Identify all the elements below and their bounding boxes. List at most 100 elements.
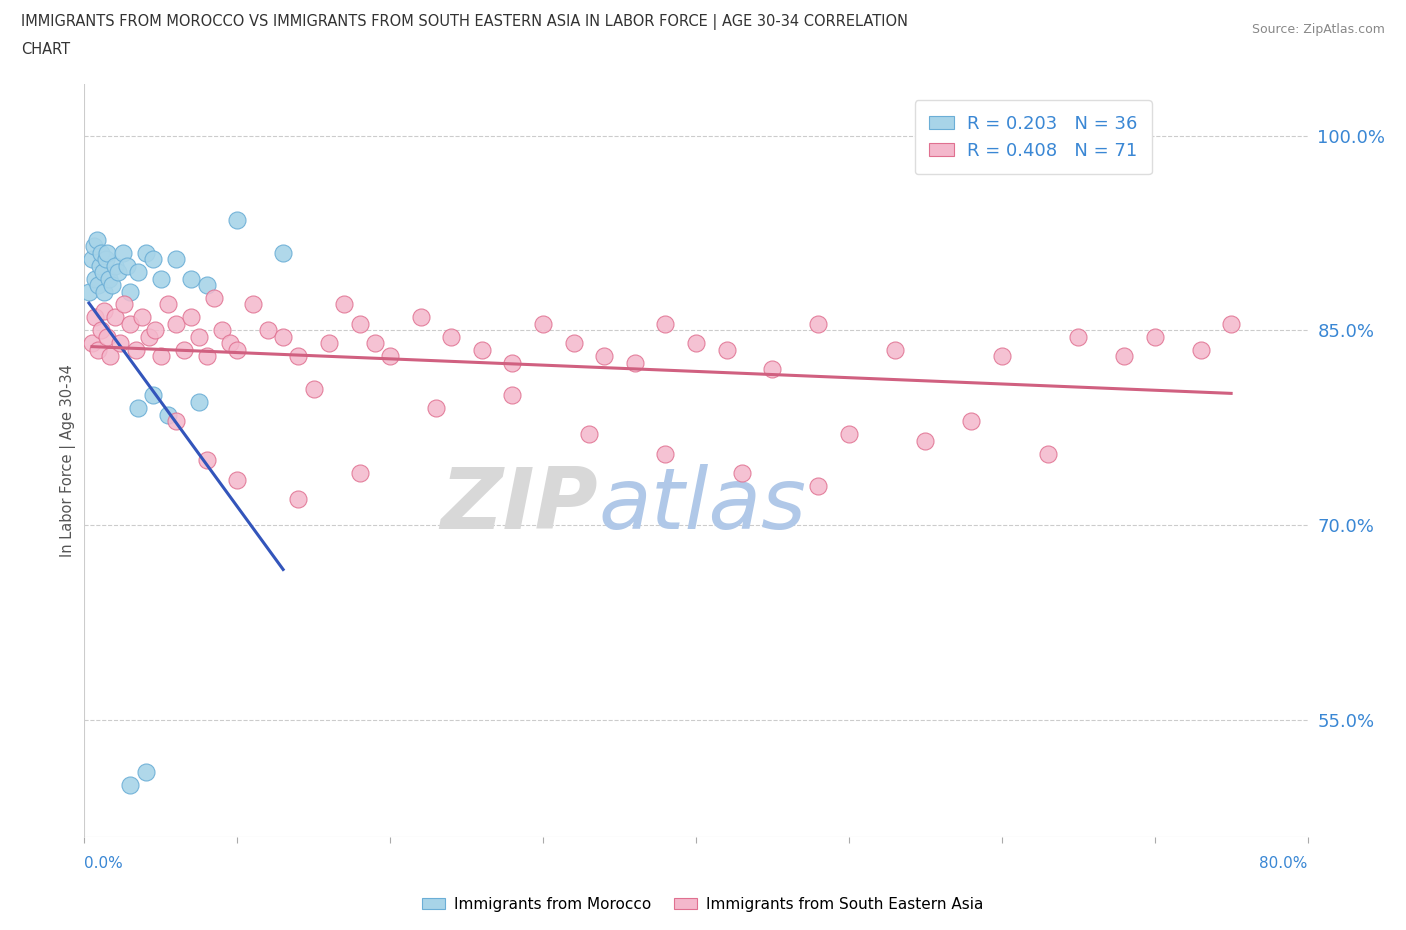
Point [94,252,117,267]
Point [120,777,142,792]
Point [271,246,294,260]
Point [218,336,240,351]
Point [195,453,218,468]
Text: CHART: CHART [21,42,70,57]
Point [838,427,860,442]
Point [127,265,149,280]
Point [991,349,1014,364]
Point [960,414,983,429]
Point [1143,329,1166,344]
Point [87,342,110,357]
Point [138,329,160,344]
Point [716,342,738,357]
Point [1067,329,1090,344]
Point [165,316,187,331]
Point [142,252,165,267]
Point [111,246,134,260]
Point [115,259,138,273]
Point [80,252,103,267]
Point [108,336,131,351]
Point [271,329,294,344]
Point [98,349,121,364]
Point [562,336,585,351]
Point [440,329,463,344]
Point [242,297,264,312]
Point [101,277,124,292]
Point [84,310,107,325]
Legend: Immigrants from Morocco, Immigrants from South Eastern Asia: Immigrants from Morocco, Immigrants from… [416,891,990,918]
Point [86,232,108,247]
Text: IMMIGRANTS FROM MOROCCO VS IMMIGRANTS FROM SOUTH EASTERN ASIA IN LABOR FORCE | A: IMMIGRANTS FROM MOROCCO VS IMMIGRANTS FR… [21,14,908,30]
Point [84,271,107,286]
Point [287,349,309,364]
Point [257,323,280,338]
Point [93,303,115,318]
Point [1220,316,1243,331]
Point [143,323,166,338]
Point [409,310,432,325]
Point [135,246,157,260]
Point [364,336,387,351]
Text: Source: ZipAtlas.com: Source: ZipAtlas.com [1251,23,1385,36]
Point [80,336,103,351]
Point [807,316,830,331]
Point [731,466,754,481]
Point [333,297,356,312]
Point [654,446,676,461]
Point [425,401,447,416]
Point [471,342,494,357]
Point [914,433,936,448]
Point [807,479,830,494]
Point [195,277,218,292]
Point [127,401,149,416]
Point [120,284,142,299]
Point [349,316,371,331]
Point [654,316,676,331]
Point [90,246,112,260]
Point [226,472,249,487]
Point [131,310,153,325]
Text: ZIP: ZIP [440,464,598,547]
Point [157,407,180,422]
Point [165,414,187,429]
Point [97,271,120,286]
Point [93,284,115,299]
Point [226,342,249,357]
Text: 0.0%: 0.0% [84,857,124,871]
Point [578,427,600,442]
Point [188,394,211,409]
Point [685,336,707,351]
Point [1114,349,1136,364]
Point [173,342,195,357]
Y-axis label: In Labor Force | Age 30-34: In Labor Force | Age 30-34 [60,364,76,557]
Point [157,297,180,312]
Point [761,362,783,377]
Point [195,349,218,364]
Point [112,297,135,312]
Point [287,492,309,507]
Point [502,355,524,370]
Legend: R = 0.203   N = 36, R = 0.408   N = 71: R = 0.203 N = 36, R = 0.408 N = 71 [914,100,1152,174]
Point [883,342,905,357]
Point [211,323,233,338]
Point [89,259,111,273]
Point [624,355,647,370]
Point [107,265,129,280]
Text: 80.0%: 80.0% [1260,857,1308,871]
Point [188,329,211,344]
Point [77,284,100,299]
Point [180,310,202,325]
Point [502,388,524,403]
Point [120,316,142,331]
Point [87,277,110,292]
Point [202,290,225,305]
Point [135,764,157,779]
Point [180,271,202,286]
Point [125,342,148,357]
Text: atlas: atlas [598,464,806,547]
Point [83,239,105,254]
Point [318,336,340,351]
Point [149,271,172,286]
Point [96,329,118,344]
Point [1036,446,1059,461]
